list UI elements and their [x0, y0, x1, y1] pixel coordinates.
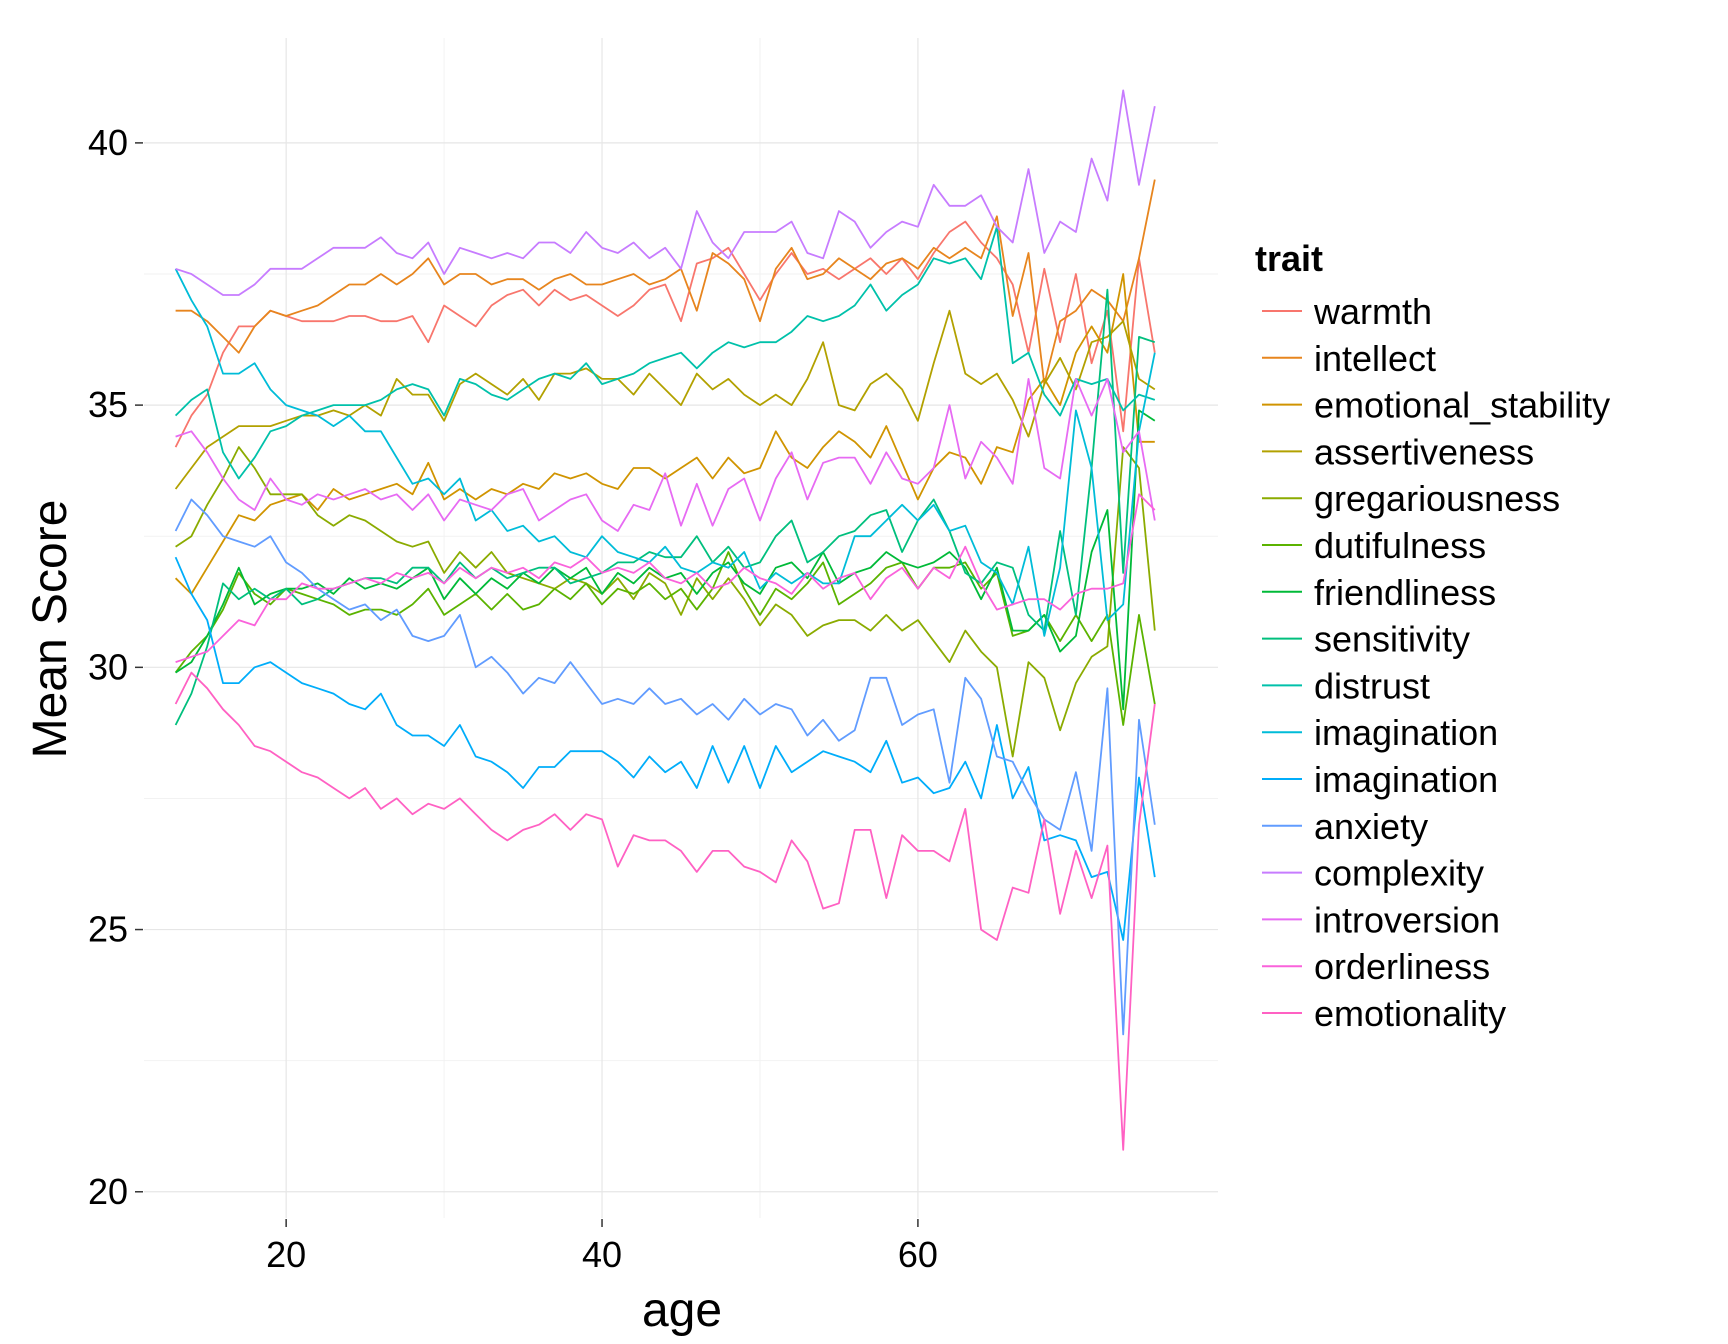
legend-label-complexity: complexity: [1314, 853, 1484, 894]
y-tick-label: 35: [88, 384, 128, 425]
legend-label-intellect: intellect: [1314, 338, 1436, 379]
y-tick-label: 40: [88, 122, 128, 163]
legend-label-sensitivity: sensitivity: [1314, 619, 1470, 660]
series-line-orderliness: [175, 493, 1156, 663]
legend-label-orderliness: orderliness: [1314, 946, 1490, 987]
series-line-emotionality: [174, 671, 1156, 1151]
series-line-introversion: [175, 377, 1156, 532]
series-line-gregariousness: [175, 446, 1156, 758]
legend-label-warmth: warmth: [1313, 291, 1432, 332]
axes: 20 25 30 35 40 20 40 60: [88, 122, 938, 1275]
legend-title: trait: [1255, 238, 1323, 279]
x-tick-label: 60: [898, 1234, 938, 1275]
legend-label-gregariousness: gregariousness: [1314, 478, 1560, 519]
series-line-imagination: [174, 268, 1156, 637]
legend-label-imagination: imagination: [1314, 712, 1498, 753]
series-line-sensitivity: [174, 288, 1156, 726]
series-line-complexity: [175, 89, 1156, 296]
legend-label-anxiety: anxiety: [1314, 806, 1428, 847]
series-line-friendliness: [175, 409, 1156, 711]
x-axis-title: age: [642, 1284, 722, 1337]
series-line-anxiety: [174, 498, 1156, 1036]
series-line-distrust: [174, 225, 1156, 480]
series-line-imagination: [174, 556, 1156, 941]
grid: [144, 38, 1218, 1218]
x-tick-label: 40: [582, 1234, 622, 1275]
legend-label-dutifulness: dutifulness: [1314, 525, 1486, 566]
legend-label-distrust: distrust: [1314, 665, 1430, 706]
y-axis-title: Mean Score: [24, 500, 77, 759]
legend-label-friendliness: friendliness: [1314, 572, 1496, 613]
y-tick-label: 20: [88, 1171, 128, 1212]
legend-label-introversion: introversion: [1314, 899, 1500, 940]
legend: trait warmth intellect emotional_stability…: [1255, 238, 1610, 1034]
x-tick-label: 20: [266, 1234, 306, 1275]
y-tick-label: 25: [88, 909, 128, 950]
series-lines: [174, 89, 1156, 1151]
series-line-assertiveness: [174, 309, 1156, 490]
legend-label-emotional_stability: emotional_stability: [1314, 385, 1610, 426]
legend-label-imagination: imagination: [1314, 759, 1498, 800]
series-line-warmth: [174, 220, 1156, 448]
series-line-emotional_stability: [174, 273, 1155, 595]
series-line-intellect: [175, 179, 1156, 386]
y-tick-label: 30: [88, 646, 128, 687]
legend-label-assertiveness: assertiveness: [1314, 431, 1534, 472]
legend-label-emotionality: emotionality: [1314, 993, 1506, 1034]
